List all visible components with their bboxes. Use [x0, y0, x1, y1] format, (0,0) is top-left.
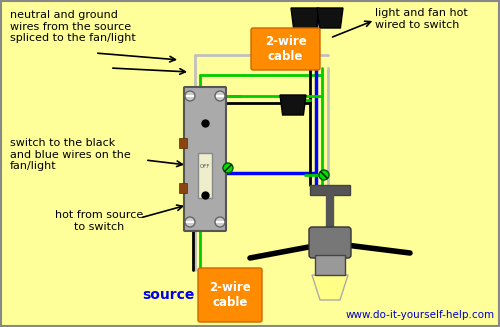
Polygon shape [291, 8, 319, 30]
FancyBboxPatch shape [309, 227, 351, 258]
Circle shape [223, 163, 233, 173]
Circle shape [215, 91, 225, 101]
Text: neutral and ground
wires from the source
spliced to the fan/light: neutral and ground wires from the source… [10, 10, 136, 43]
Circle shape [185, 91, 195, 101]
Bar [310, 185, 350, 195]
Polygon shape [280, 95, 306, 115]
Text: 2-wire
cable: 2-wire cable [264, 35, 306, 63]
Circle shape [215, 217, 225, 227]
Text: switch to the black
and blue wires on the
fan/light: switch to the black and blue wires on th… [10, 138, 131, 171]
FancyBboxPatch shape [198, 268, 262, 322]
Bar [198, 153, 212, 198]
Circle shape [319, 170, 329, 180]
Text: 2-wire
cable: 2-wire cable [209, 281, 251, 309]
Text: light and fan hot
wired to switch: light and fan hot wired to switch [375, 8, 468, 30]
Bar [179, 138, 187, 148]
Circle shape [185, 217, 195, 227]
Polygon shape [317, 8, 343, 28]
FancyBboxPatch shape [184, 87, 226, 231]
Polygon shape [312, 275, 348, 300]
Bar [315, 255, 345, 275]
Text: hot from source
to switch: hot from source to switch [55, 210, 144, 232]
FancyBboxPatch shape [251, 28, 320, 70]
Text: source: source [142, 288, 195, 302]
Bar [179, 183, 187, 193]
Text: OFF: OFF [200, 164, 210, 168]
Text: www.do-it-yourself-help.com: www.do-it-yourself-help.com [346, 310, 495, 320]
